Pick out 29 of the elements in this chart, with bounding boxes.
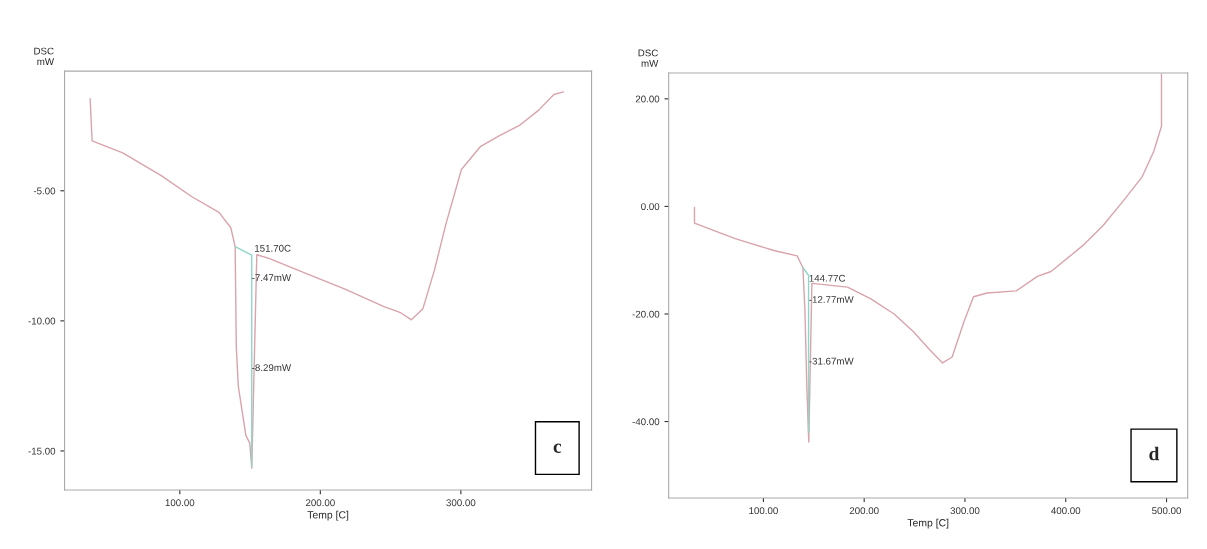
annotation: c	[553, 443, 562, 453]
line-series	[693, 73, 1163, 443]
x-tick-label: 100.00	[165, 499, 195, 507]
x-tick-label: 300.00	[950, 507, 980, 515]
annotation: 151.70C	[255, 244, 291, 252]
y-axis-title: DSC mW	[34, 47, 54, 65]
x-tick-label: 500.00	[1152, 507, 1182, 515]
x-axis-title: Temp [C]	[907, 518, 949, 529]
y-tick-label: -40.00	[632, 418, 660, 426]
y-tick-label: 20.00	[635, 95, 660, 103]
annotation: -31.67mW	[809, 357, 854, 365]
y-axis-title: DSC mW	[638, 49, 659, 67]
annotation: d	[1149, 446, 1160, 461]
x-tick-label: 200.00	[849, 507, 879, 515]
annotation: -7.47mW	[252, 274, 292, 281]
x-axis-title: Temp [C]	[307, 510, 349, 521]
y-tick-label: -5.00	[33, 187, 56, 195]
x-tick-label: 300.00	[446, 499, 476, 507]
line-series	[89, 91, 565, 469]
y-tick-label: 0.00	[641, 203, 660, 211]
annotation: 144.77C	[809, 274, 846, 282]
annotation: -8.29mW	[252, 364, 292, 372]
y-tick-label: -15.00	[28, 447, 56, 455]
y-tick-label: -20.00	[632, 310, 660, 318]
annotation: -12.77mW	[809, 296, 854, 303]
x-tick-label: 100.00	[749, 507, 778, 515]
x-tick-label: 400.00	[1051, 507, 1081, 515]
x-tick-label: 200.00	[305, 499, 335, 507]
y-tick-label: -10.00	[28, 317, 56, 325]
